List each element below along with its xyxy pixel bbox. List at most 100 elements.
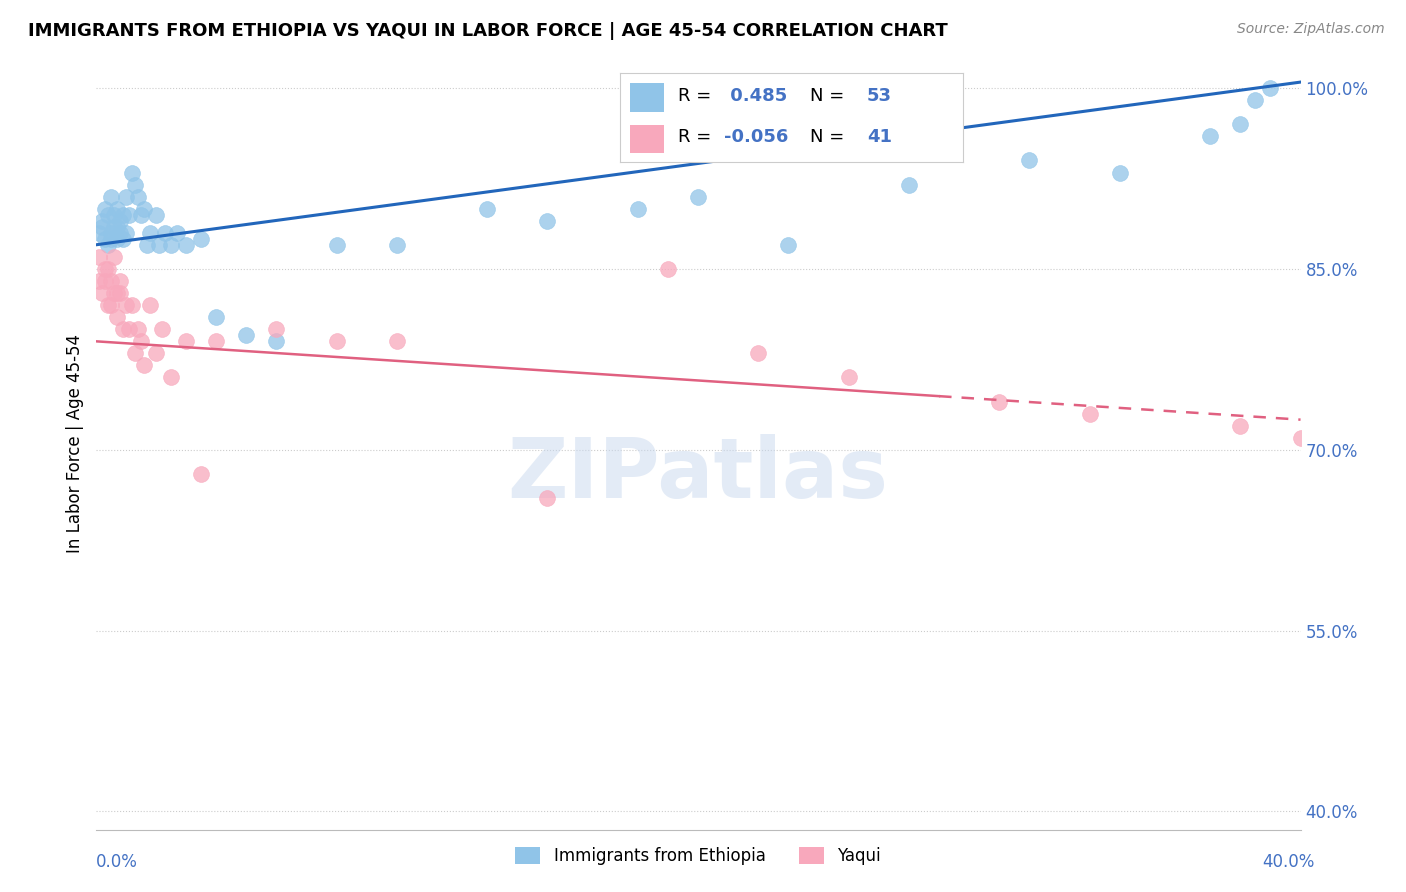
Point: [1199, 129, 1222, 144]
Point: [108, 213, 131, 227]
Point: [838, 370, 860, 384]
Point: [1229, 117, 1251, 131]
Point: [127, 189, 149, 203]
Point: [205, 334, 228, 349]
Point: [103, 250, 125, 264]
Point: [100, 226, 122, 240]
Point: [266, 334, 288, 349]
Text: ZIPatlas: ZIPatlas: [508, 434, 889, 516]
Point: [686, 189, 709, 203]
Point: [114, 189, 136, 203]
Point: [747, 346, 769, 360]
Point: [160, 370, 183, 384]
Point: [657, 262, 679, 277]
Point: [536, 491, 558, 505]
Point: [103, 208, 125, 222]
Point: [93, 202, 115, 216]
Point: [536, 213, 558, 227]
Point: [114, 298, 136, 312]
Point: [174, 334, 197, 349]
Point: [153, 226, 176, 240]
Point: [897, 178, 920, 192]
Point: [1260, 81, 1282, 95]
Point: [111, 208, 134, 222]
Point: [150, 322, 173, 336]
Point: [135, 237, 157, 252]
Point: [174, 237, 197, 252]
Point: [103, 219, 125, 234]
Point: [97, 237, 120, 252]
Point: [190, 467, 212, 481]
Point: [90, 219, 112, 234]
Point: [100, 298, 122, 312]
Point: [129, 208, 152, 222]
Point: [1078, 407, 1101, 421]
Point: [114, 226, 136, 240]
Point: [325, 237, 347, 252]
Point: [87, 274, 110, 288]
Point: [103, 286, 125, 301]
Point: [205, 310, 228, 325]
Point: [385, 334, 408, 349]
Point: [100, 189, 122, 203]
Point: [148, 237, 170, 252]
Point: [97, 262, 120, 277]
Point: [385, 237, 408, 252]
Point: [118, 208, 141, 222]
Point: [1108, 165, 1130, 179]
Point: [325, 334, 347, 349]
Point: [105, 286, 128, 301]
Point: [90, 213, 112, 227]
Point: [132, 359, 155, 373]
Point: [111, 322, 134, 336]
Point: [160, 237, 183, 252]
Point: [108, 226, 131, 240]
Point: [93, 274, 115, 288]
Point: [477, 202, 499, 216]
Point: [627, 202, 650, 216]
Legend: Immigrants from Ethiopia, Yaqui: Immigrants from Ethiopia, Yaqui: [509, 840, 887, 871]
Text: 0.0%: 0.0%: [96, 853, 138, 871]
Point: [145, 208, 167, 222]
Point: [87, 250, 110, 264]
Point: [105, 310, 128, 325]
Point: [124, 346, 146, 360]
Point: [111, 232, 134, 246]
Point: [1229, 418, 1251, 433]
Point: [132, 202, 155, 216]
Point: [166, 226, 188, 240]
Point: [1018, 153, 1040, 168]
Point: [139, 298, 162, 312]
Point: [105, 232, 128, 246]
Point: [105, 219, 128, 234]
Point: [190, 232, 212, 246]
Point: [108, 286, 131, 301]
Point: [97, 298, 120, 312]
Point: [108, 274, 131, 288]
Point: [97, 208, 120, 222]
Point: [1289, 431, 1312, 445]
Point: [118, 322, 141, 336]
Point: [90, 286, 112, 301]
Point: [129, 334, 152, 349]
Text: IMMIGRANTS FROM ETHIOPIA VS YAQUI IN LABOR FORCE | AGE 45-54 CORRELATION CHART: IMMIGRANTS FROM ETHIOPIA VS YAQUI IN LAB…: [28, 22, 948, 40]
Point: [93, 232, 115, 246]
Point: [266, 322, 288, 336]
Point: [124, 178, 146, 192]
Point: [100, 274, 122, 288]
Point: [93, 262, 115, 277]
Text: 40.0%: 40.0%: [1263, 853, 1315, 871]
Point: [235, 328, 257, 343]
Point: [778, 237, 800, 252]
Text: Source: ZipAtlas.com: Source: ZipAtlas.com: [1237, 22, 1385, 37]
Point: [145, 346, 167, 360]
Point: [121, 298, 143, 312]
Point: [127, 322, 149, 336]
Y-axis label: In Labor Force | Age 45-54: In Labor Force | Age 45-54: [66, 334, 84, 553]
Point: [1244, 93, 1267, 107]
Point: [87, 226, 110, 240]
Point: [139, 226, 162, 240]
Point: [988, 394, 1011, 409]
Point: [121, 165, 143, 179]
Point: [105, 202, 128, 216]
